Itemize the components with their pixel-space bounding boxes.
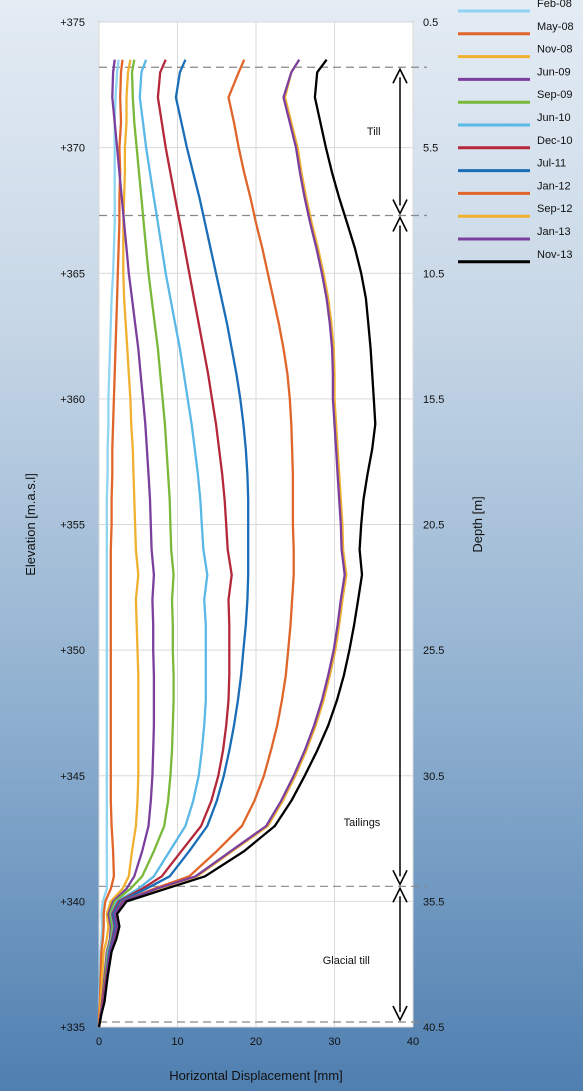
legend-entry: Jun-10 (537, 112, 571, 124)
x-axis-title: Horizontal Displacement [mm] (169, 1068, 342, 1083)
y-tick-label: +335 (60, 1022, 85, 1034)
arrow-head-up (392, 67, 408, 84)
legend-entry: Sep-09 (537, 89, 572, 101)
y-tick-label: +370 (60, 143, 85, 155)
depth-tick-label: 35.5 (423, 896, 444, 908)
x-tick-label: 10 (171, 1036, 183, 1048)
arrow-head-down (392, 869, 408, 887)
depth-tick-label: 40.5 (423, 1022, 444, 1034)
series-line (97, 59, 124, 1027)
annotation-label: Tailings (344, 817, 381, 829)
tick-labels: 0 10 20 30 40 +375 +370 +365 +360 +355 +350 +345 +34… (60, 17, 444, 1048)
legend-entry: Nov-08 (537, 44, 572, 56)
y-tick-label: +340 (60, 896, 85, 908)
y-tick-label: +360 (60, 394, 85, 406)
legend-entry: Jul-11 (537, 158, 566, 170)
series-line (97, 59, 250, 1028)
series-line (97, 59, 377, 1028)
arrow-head-down (392, 199, 408, 216)
y-axis-title: Elevation [m.a.s.l] (23, 473, 38, 576)
legend-entry: Jan-13 (537, 226, 571, 238)
y-tick-label: +375 (60, 17, 85, 29)
arrow-head-up (392, 215, 408, 232)
series-line (97, 59, 140, 1028)
y-tick-label: +365 (60, 268, 85, 280)
depth-tick-label: 30.5 (423, 771, 444, 783)
series-line (97, 59, 346, 1028)
annotation-label: Glacial till (323, 955, 370, 967)
legend-entry: Nov-13 (537, 249, 572, 261)
series-line (97, 59, 175, 1028)
series-line (97, 59, 156, 1028)
depth-tick-label: 20.5 (423, 520, 444, 532)
annotations: Till Tailings Glacial till (323, 126, 381, 967)
y-tick-label: +345 (60, 771, 85, 783)
layer-boundaries (99, 66, 427, 1023)
y-tick-label: +350 (60, 645, 85, 657)
arrow-head-up (392, 886, 408, 903)
legend-entry: Dec-10 (537, 135, 572, 147)
legend-entry: Feb-08 (537, 0, 572, 10)
x-tick-label: 40 (407, 1036, 419, 1048)
legend: Feb-08 May-08 Nov-08 Jun-09 Sep-09 Jun-10 Dec-… (458, 0, 574, 264)
depth-axis-title: Depth [m] (470, 496, 485, 552)
legend-entry: May-08 (537, 21, 574, 33)
depth-tick-label: 5.5 (423, 143, 438, 155)
legend-entry: Sep-12 (537, 203, 572, 215)
annotation-label: Till (367, 126, 381, 138)
series-lines (97, 59, 377, 1028)
series-line (97, 59, 120, 1027)
depth-tick-label: 25.5 (423, 645, 444, 657)
layer-arrows (392, 67, 408, 1022)
depth-tick-label: 10.5 (423, 268, 444, 280)
legend-entry: Jan-12 (537, 180, 571, 192)
y-tick-label: +355 (60, 520, 85, 532)
x-tick-label: 30 (328, 1036, 340, 1048)
x-tick-label: 0 (96, 1036, 102, 1048)
x-tick-label: 20 (250, 1036, 262, 1048)
legend-entry: Jun-09 (537, 66, 571, 78)
depth-tick-label: 0.5 (423, 17, 438, 29)
depth-tick-label: 15.5 (423, 394, 444, 406)
arrow-head-down (392, 1005, 408, 1022)
